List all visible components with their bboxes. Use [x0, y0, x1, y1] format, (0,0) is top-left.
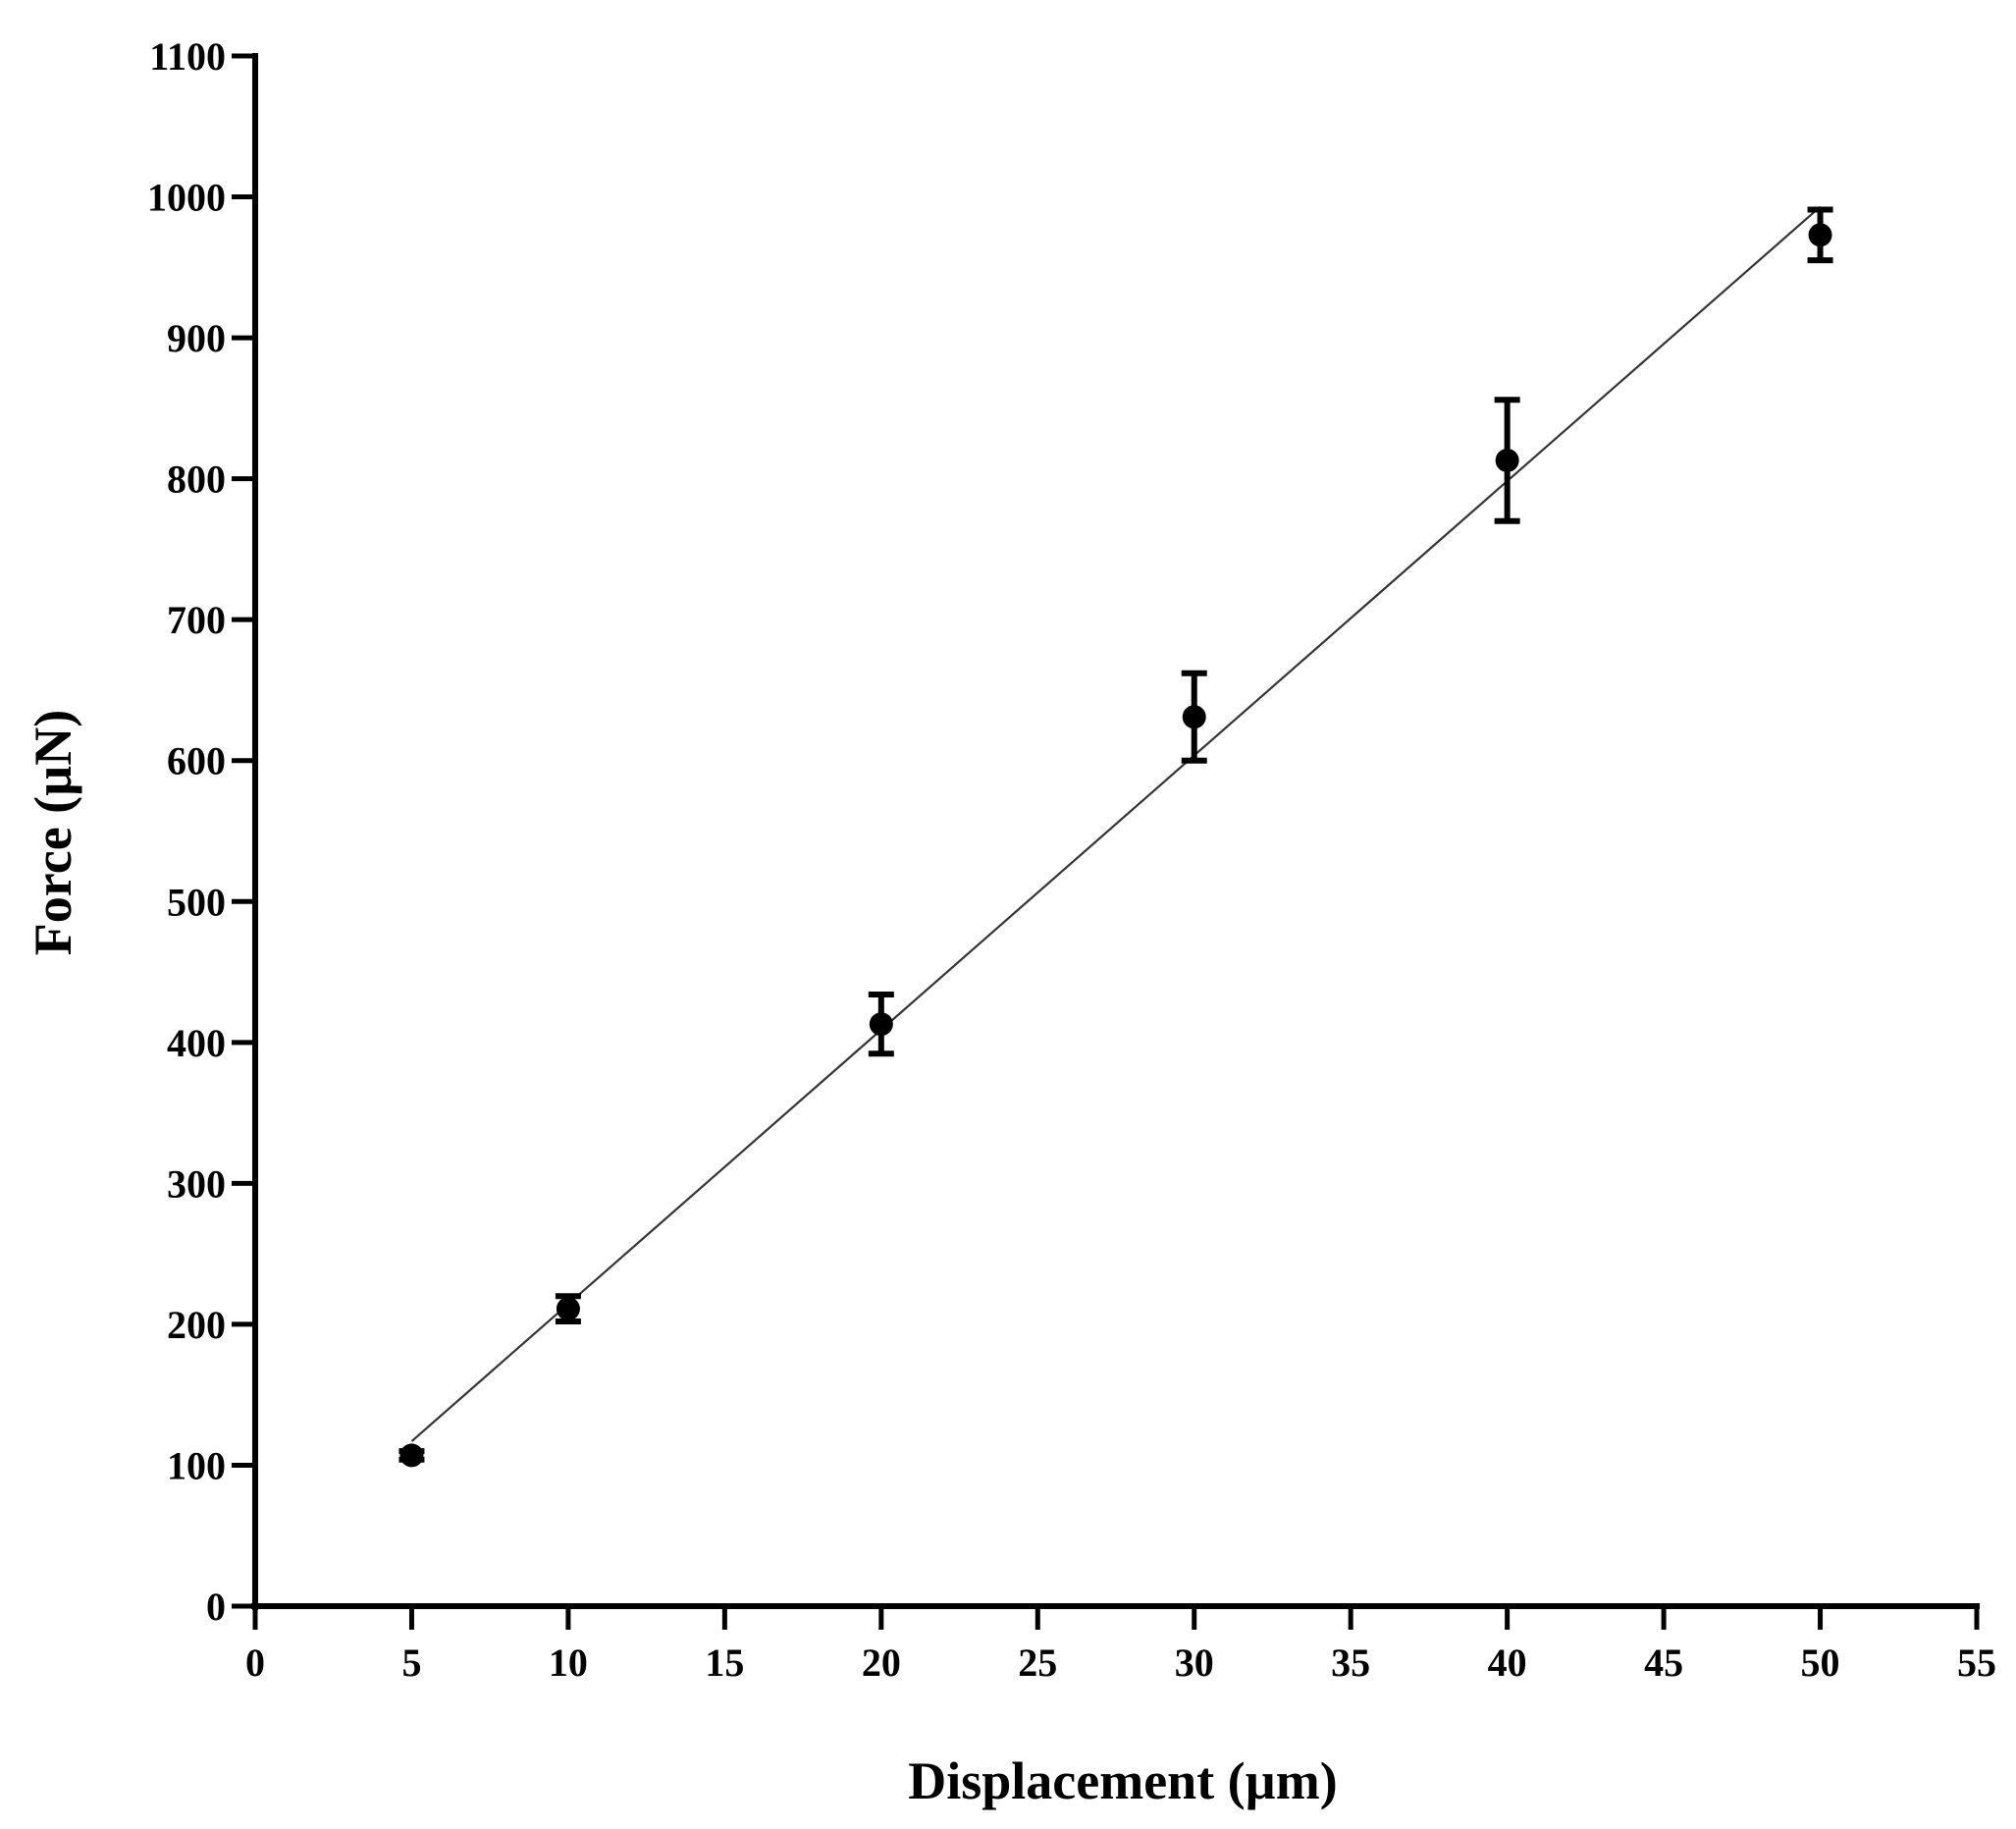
fit-line-group [410, 205, 1822, 1442]
data-marker [556, 1297, 580, 1321]
data-point [398, 1443, 425, 1468]
data-marker [1182, 705, 1206, 729]
y-tick-label: 300 [167, 1161, 226, 1206]
x-tick-label: 30 [1175, 1641, 1214, 1685]
x-tick-label: 55 [1957, 1641, 1996, 1685]
data-point [1807, 206, 1833, 264]
data-point [868, 992, 894, 1057]
y-tick-label: 700 [167, 598, 226, 642]
x-tick-label: 35 [1331, 1641, 1370, 1685]
data-point [1181, 670, 1207, 764]
y-axis-title: Force (µN) [24, 710, 82, 956]
y-tick-label: 800 [167, 457, 226, 502]
x-axis-title: Displacement (µm) [908, 1751, 1338, 1810]
x-tick-label: 50 [1801, 1641, 1840, 1685]
y-tick-label: 900 [167, 316, 226, 360]
data-point [555, 1293, 581, 1325]
x-tick-label: 15 [705, 1641, 744, 1685]
y-tick-label: 400 [167, 1021, 226, 1065]
data-point [1494, 397, 1520, 524]
data-marker [1495, 448, 1519, 472]
y-tick-label: 500 [167, 880, 226, 924]
tick-labels: 0 100 200 300 400 500 600 700 800 900 1000 1100 0 5 10… [147, 34, 1996, 1685]
y-tick-label: 1000 [147, 176, 226, 220]
x-tick-label: 0 [245, 1641, 265, 1685]
data-points [398, 206, 1833, 1468]
y-tick-label: 200 [167, 1303, 226, 1347]
x-tick-label: 45 [1644, 1641, 1683, 1685]
y-tick-label: 100 [167, 1443, 226, 1487]
x-tick-label: 25 [1018, 1641, 1057, 1685]
x-tick-label: 40 [1488, 1641, 1527, 1685]
x-tick-label: 10 [549, 1641, 588, 1685]
fit-line [410, 205, 1822, 1442]
y-tick-label: 1100 [149, 34, 226, 79]
axes [251, 53, 1980, 1610]
y-tick-label: 600 [167, 739, 226, 783]
data-marker [1808, 223, 1832, 247]
x-tick-label: 20 [862, 1641, 901, 1685]
data-marker [869, 1012, 893, 1037]
tick-marks [232, 53, 1980, 1630]
y-tick-label: 0 [206, 1585, 226, 1629]
x-tick-label: 5 [401, 1641, 421, 1685]
data-marker [399, 1443, 424, 1468]
